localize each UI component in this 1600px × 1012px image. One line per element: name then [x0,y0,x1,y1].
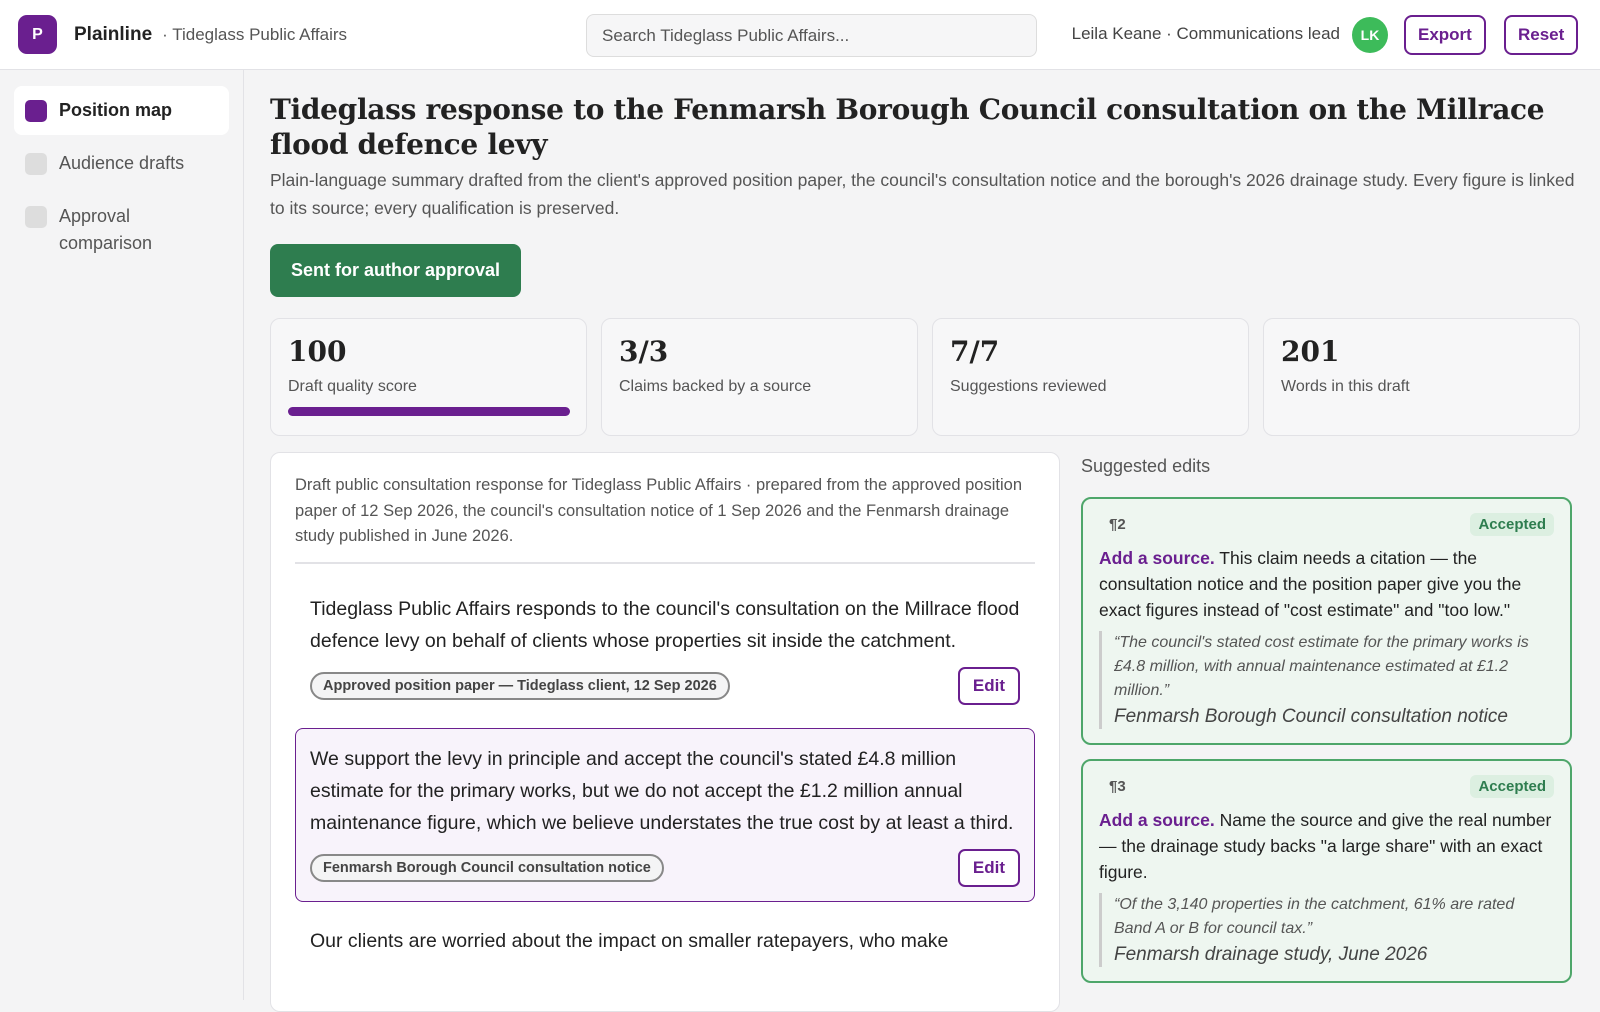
edit-button[interactable]: Edit [957,666,1020,705]
card-top: ¶2 Accepted [1099,513,1554,536]
suggestion-action: Add a source. [1099,548,1215,568]
stat-card: 201 Words in this draft [1263,318,1580,436]
user: Leila Keane · Communications lead [1071,24,1340,43]
title: Tideglass response to the Fenmarsh Borou… [270,93,1545,161]
stat-value: 3/3 [619,335,669,368]
sidebar: Position map Audience drafts Approval co… [0,70,244,1000]
header: P Plainline · Tideglass Public Affairs S… [0,0,1600,70]
nav-icon [25,100,47,122]
quote-source: Fenmarsh Borough Council consultation no… [1114,706,1508,727]
nav-icon [25,206,47,228]
stat-value: 7/7 [950,335,1000,368]
stats: 100 Draft quality score 3/3 Claims backed b… [270,318,1580,436]
paragraphs: Tideglass Public Affairs responds to the… [295,578,1035,972]
quote: “Of the 3,140 properties in the catchmen… [1099,893,1554,967]
stat-card: 100 Draft quality score [270,318,587,436]
reset-button[interactable]: Reset [1504,15,1579,55]
nav-item[interactable]: Audience drafts [14,139,229,188]
app-name: Plainline [74,23,153,45]
suggestion-body: This claim needs a citation — the consul… [1099,548,1522,620]
draft-intro: Draft public consultation response for T… [295,473,1035,564]
suggestion-text: Add a source. This claim needs a citatio… [1099,545,1554,623]
stat-card: 3/3 Claims backed by a source [601,318,918,436]
paragraph-text: Tideglass Public Affairs responds to the… [310,597,1020,652]
paragraph-ref: ¶2 [1109,516,1126,533]
stat-card: 7/7 Suggestions reviewed [932,318,1249,436]
stat-value: 100 [288,335,347,368]
source-chip[interactable]: Approved position paper — Tideglass clie… [310,671,730,700]
suggestion-action: Add a source. [1099,810,1215,830]
suggestion-card: ¶3 Accepted Add a source. Name the source … [1081,759,1572,983]
nav-item[interactable]: Approval comparison [14,192,229,268]
nav-item[interactable]: Position map [14,86,229,135]
nav-label: Approval comparison [59,206,153,253]
paragraph-ref: ¶3 [1109,778,1126,795]
main: Tideglass response to the Fenmarsh Borou… [270,70,1580,436]
avatar[interactable]: LK [1352,17,1388,53]
suggestion-text: Add a source. Name the source and give t… [1099,807,1554,885]
status-badge: Accepted [1470,775,1554,798]
nav-label: Audience drafts [59,153,185,173]
paragraph[interactable]: Tideglass Public Affairs responds to the… [295,578,1035,720]
paragraph-text: Our clients are worried about the impact… [310,929,949,952]
draft-panel: Draft public consultation response for T… [270,452,1060,1012]
quote-text: “The council's stated cost estimate for … [1114,634,1529,699]
paragraph[interactable]: Our clients are worried about the impact… [295,910,1035,972]
quote-text: “Of the 3,140 properties in the catchmen… [1114,896,1515,937]
nav-icon [25,153,47,175]
subtitle: Plain-language summary drafted from the … [270,170,1575,218]
quote-source: Fenmarsh drainage study, June 2026 [1114,944,1428,965]
quote: “The council's stated cost estimate for … [1099,631,1554,729]
stat-value: 201 [1281,335,1340,368]
search[interactable]: Search Tideglass Public Affairs... [586,14,1037,57]
paragraph[interactable]: We support the levy in principle and acc… [295,727,1035,902]
paragraph-footer: Fenmarsh Borough Council consultation no… [310,848,1020,887]
suggestions-heading: Suggested edits [1081,456,1211,476]
stat-label: Draft quality score [288,378,417,395]
source-chip[interactable]: Fenmarsh Borough Council consultation no… [310,853,664,882]
stat-label: Claims backed by a source [619,378,812,395]
stat-label: Words in this draft [1281,378,1410,395]
progress-bar [288,407,570,416]
workspace: · Tideglass Public Affairs [162,24,348,44]
paragraph-text: We support the levy in principle and acc… [310,747,1014,834]
suggestion-body: Name the source and give the real number… [1099,810,1552,882]
card-top: ¶3 Accepted [1099,775,1554,798]
status-button[interactable]: Sent for author approval [270,244,522,297]
suggestion-list: ¶2 Accepted Add a source. This claim needs… [1081,497,1572,983]
stat-label: Suggestions reviewed [950,378,1107,395]
nav-label: Position map [59,100,173,120]
paragraph-footer: Approved position paper — Tideglass clie… [310,666,1020,705]
suggestion-card: ¶2 Accepted Add a source. This claim needs… [1081,497,1572,745]
suggestions: Suggested edits ¶2 Accepted Add a source. … [1081,452,1572,997]
status-badge: Accepted [1470,513,1554,536]
edit-button[interactable]: Edit [957,848,1020,887]
export-button[interactable]: Export [1404,15,1486,55]
logo[interactable]: P [18,15,57,54]
